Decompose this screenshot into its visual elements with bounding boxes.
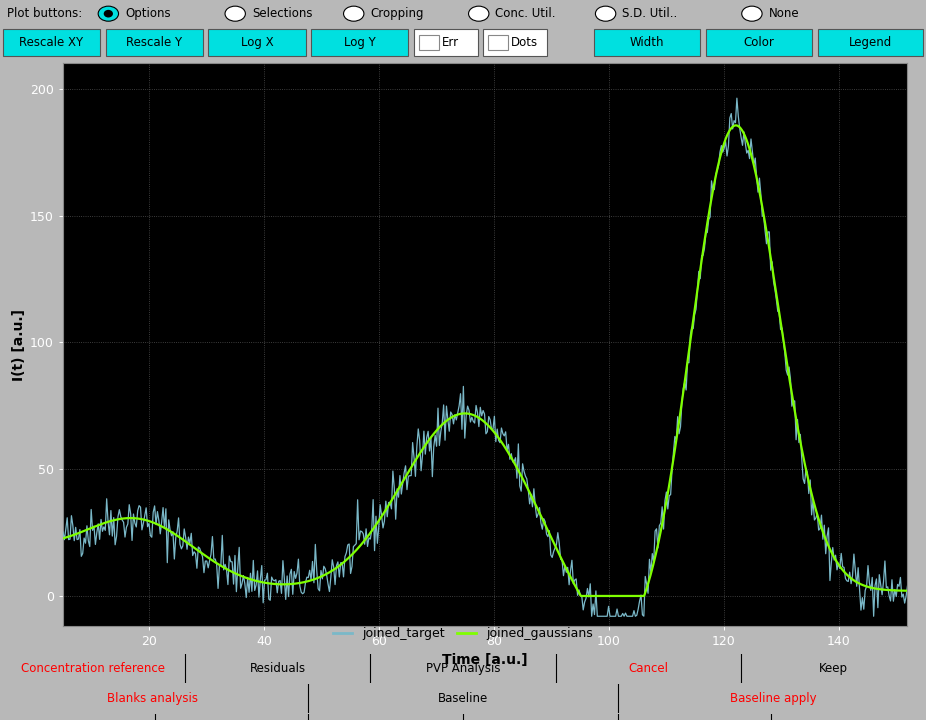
Ellipse shape [595,6,616,21]
joined_target [902,582,913,590]
Ellipse shape [344,6,364,21]
Text: Conc. Util.: Conc. Util. [495,7,556,20]
joined_gaussians [200,552,211,560]
Bar [483,30,547,56]
Bar [818,30,923,56]
Text: Width: Width [630,36,664,49]
joined_target [623,612,634,621]
joined_gaussians [501,446,512,454]
Text: Color: Color [744,36,774,49]
Ellipse shape [98,6,119,21]
Text: PVP Analysis: PVP Analysis [426,662,500,675]
Ellipse shape [742,6,762,21]
Text: Baseline: Baseline [438,692,488,705]
X-axis label: Time [a.u.]: Time [a.u.] [443,652,528,667]
Text: Rescale XY: Rescale XY [19,36,83,49]
Text: Blanks analysis: Blanks analysis [107,692,198,705]
Bar [311,30,408,56]
joined_gaussians [902,586,913,595]
Text: Concentration reference: Concentration reference [20,662,165,675]
Text: Selections: Selections [252,7,312,20]
joined_gaussians [57,534,69,543]
joined_gaussians [424,436,435,444]
joined_gaussians [519,477,530,486]
Bar [488,35,508,50]
Ellipse shape [225,6,245,21]
Bar [594,30,700,56]
Bar [414,30,478,56]
Bar [106,30,203,56]
joined_target [440,436,451,444]
Line: joined_target: joined_target [63,98,907,616]
joined_gaussians [730,121,741,130]
Bar [208,30,306,56]
Text: Log Y: Log Y [344,36,376,49]
Text: Options: Options [125,7,170,20]
Text: Legend: Legend [849,36,892,49]
Text: Log X: Log X [241,36,273,49]
Text: Keep: Keep [819,662,848,675]
joined_target [555,555,566,564]
joined_target [57,528,69,536]
joined_target [274,576,285,585]
Ellipse shape [469,6,489,21]
Bar [706,30,812,56]
Ellipse shape [104,10,113,17]
Text: Rescale Y: Rescale Y [126,36,182,49]
Text: None: None [769,7,799,20]
Text: Dots: Dots [511,36,538,49]
joined_gaussians [342,554,353,563]
Text: Cropping: Cropping [370,7,424,20]
joined_target [694,274,706,283]
Legend: joined_target, joined_gaussians: joined_target, joined_gaussians [329,622,597,645]
joined_target [206,532,218,541]
Text: Baseline apply: Baseline apply [730,692,817,705]
joined_target [732,94,743,102]
Y-axis label: I(t) [a.u.]: I(t) [a.u.] [12,309,26,381]
joined_target [586,612,597,621]
Bar [419,35,439,50]
Text: Err: Err [442,36,458,49]
Line: joined_gaussians: joined_gaussians [63,125,907,596]
Text: Plot buttons:: Plot buttons: [7,7,82,20]
Text: Residuals: Residuals [250,662,306,675]
joined_gaussians [576,592,587,600]
Bar [3,30,100,56]
Text: Cancel: Cancel [628,662,669,675]
Text: S.D. Util..: S.D. Util.. [622,7,678,20]
joined_gaussians [169,530,181,539]
